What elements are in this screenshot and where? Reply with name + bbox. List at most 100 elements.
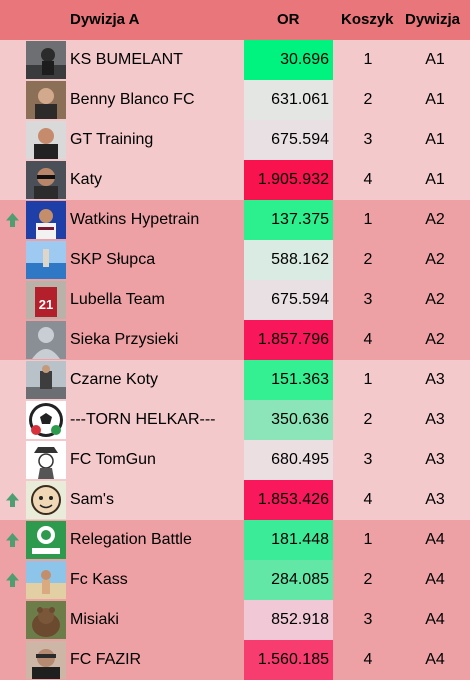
or-value: 1.560.185 [244,640,333,680]
koszyk-value: 4 [363,651,373,668]
dywizja-value: A1 [425,51,445,68]
team-avatar [26,401,66,439]
or-value: 1.853.426 [244,480,333,520]
table-row: Katy 1.905.932 4 A1 [0,160,470,200]
table-row: Sam's 1.853.426 4 A3 [0,480,470,520]
team-avatar [26,481,66,519]
team-name: Katy [70,171,103,188]
team-avatar [26,201,66,239]
or-value: 181.448 [244,520,333,560]
or-value: 1.905.932 [244,160,333,200]
dywizja-value: A2 [425,211,445,228]
header-koszyk: Koszyk [341,11,394,28]
or-value: 137.375 [244,200,333,240]
or-value: 350.636 [244,400,333,440]
dywizja-value: A3 [425,491,445,508]
koszyk-value: 3 [363,611,373,628]
team-name: Benny Blanco FC [70,91,195,108]
dywizja-value: A4 [425,651,445,668]
row-indicator [0,600,25,640]
dywizja-value: A4 [425,531,445,548]
table-row: SKP Słupca 588.162 2 A2 [0,240,470,280]
team-name: ---TORN HELKAR--- [70,411,216,428]
table-row: Sieka Przysieki 1.857.796 4 A2 [0,320,470,360]
or-value: 680.495 [244,440,333,480]
team-name: FC TomGun [70,451,156,468]
dywizja-value: A2 [425,251,445,268]
team-avatar [26,521,66,559]
dywizja-value: A3 [425,371,445,388]
header-dywizja: Dywizja [405,11,461,28]
table-row: 21 Lubella Team 675.594 3 A2 [0,280,470,320]
table-row: Fc Kass 284.085 2 A4 [0,560,470,600]
row-indicator [0,120,25,160]
table-row: KS BUMELANT 30.696 1 A1 [0,40,470,80]
team-name: Watkins Hypetrain [70,211,200,228]
koszyk-value: 2 [363,91,373,108]
koszyk-value: 1 [363,371,373,388]
or-value: 1.857.796 [244,320,333,360]
team-avatar [26,241,66,279]
svg-text:21: 21 [39,297,53,312]
koszyk-value: 2 [363,411,373,428]
promotion-arrow-icon [0,200,25,240]
team-name: KS BUMELANT [70,51,183,68]
or-value: 631.061 [244,80,333,120]
team-name: Czarne Koty [70,371,159,388]
team-avatar [26,441,66,479]
table-row: Relegation Battle 181.448 1 A4 [0,520,470,560]
team-name: Misiaki [70,611,119,628]
team-name: Sam's [70,491,114,508]
team-avatar: 21 [26,281,66,319]
team-name: GT Training [70,131,154,148]
promotion-arrow-icon [0,520,25,560]
row-indicator [0,440,25,480]
promotion-arrow-icon [0,560,25,600]
team-avatar [26,81,66,119]
dywizja-value: A1 [425,91,445,108]
or-value: 675.594 [244,280,333,320]
team-name: Fc Kass [70,571,128,588]
team-name: Lubella Team [70,291,165,308]
row-indicator [0,320,25,360]
table-row: Watkins Hypetrain 137.375 1 A2 [0,200,470,240]
table-header: Dywizja A OR Koszyk Dywizja [0,0,470,40]
dywizja-value: A4 [425,611,445,628]
table-row: FC FAZIR 1.560.185 4 A4 [0,640,470,680]
koszyk-value: 1 [363,531,373,548]
team-avatar [26,41,66,79]
dywizja-value: A3 [425,451,445,468]
team-name: Sieka Przysieki [70,331,179,348]
dywizja-value: A4 [425,571,445,588]
row-indicator [0,360,25,400]
or-value: 30.696 [244,40,333,80]
team-avatar [26,161,66,199]
dywizja-value: A2 [425,291,445,308]
team-avatar [26,601,66,639]
or-value: 284.085 [244,560,333,600]
row-indicator [0,280,25,320]
table-row: GT Training 675.594 3 A1 [0,120,470,160]
row-indicator [0,160,25,200]
team-avatar [26,361,66,399]
row-indicator [0,240,25,280]
koszyk-value: 2 [363,251,373,268]
team-avatar [26,561,66,599]
team-avatar [26,121,66,159]
dywizja-value: A1 [425,171,445,188]
koszyk-value: 3 [363,131,373,148]
row-indicator [0,80,25,120]
koszyk-value: 4 [363,491,373,508]
dywizja-value: A3 [425,411,445,428]
koszyk-value: 4 [363,171,373,188]
koszyk-value: 1 [363,51,373,68]
koszyk-value: 3 [363,291,373,308]
koszyk-value: 4 [363,331,373,348]
table-row: ---TORN HELKAR--- 350.636 2 A3 [0,400,470,440]
team-name: Relegation Battle [70,531,192,548]
dywizja-value: A1 [425,131,445,148]
or-value: 675.594 [244,120,333,160]
koszyk-value: 2 [363,571,373,588]
team-avatar [26,641,66,679]
